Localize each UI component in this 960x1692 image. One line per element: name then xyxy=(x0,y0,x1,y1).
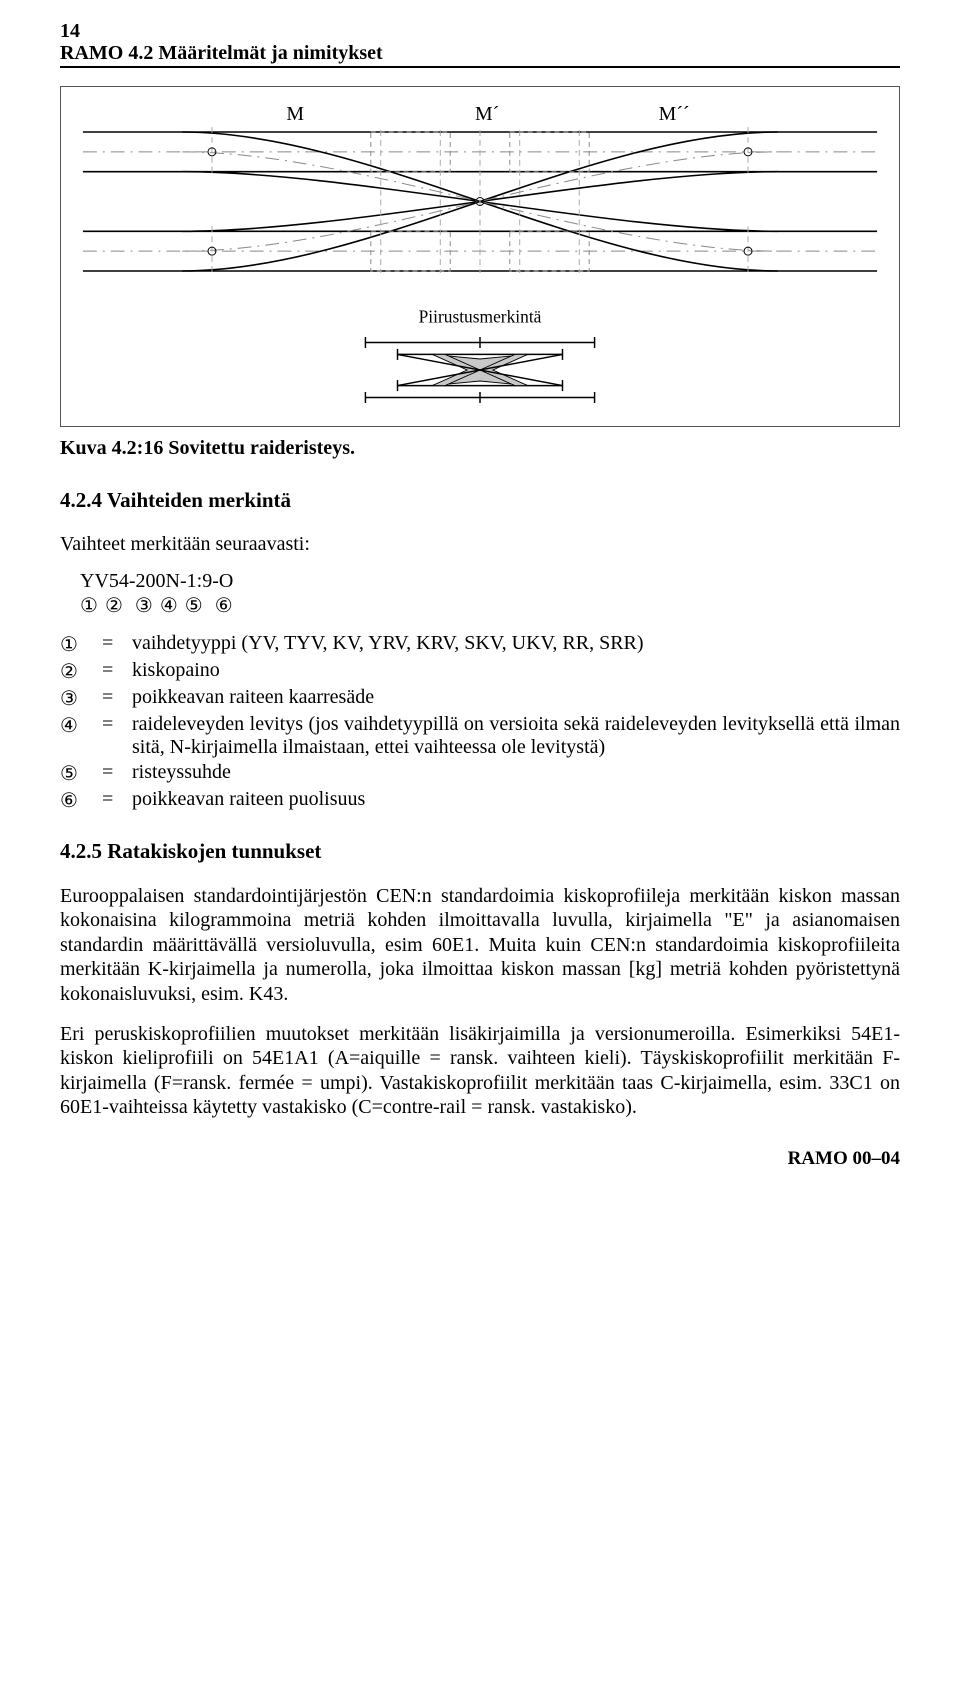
circled-2: ② xyxy=(105,595,123,617)
footer-code: RAMO 00–04 xyxy=(60,1148,900,1170)
def-sym-4: ④ xyxy=(60,713,98,759)
page-header: 14 RAMO 4.2 Määritelmät ja nimitykset xyxy=(60,20,900,68)
label-mpp: M´´ xyxy=(659,103,690,125)
lead-line: Vaihteet merkitään seuraavasti: xyxy=(60,533,900,556)
def-sym-1: ① xyxy=(60,632,98,657)
yv-code: YV54-200N-1:9-O xyxy=(80,570,900,593)
piirustus-label: Piirustusmerkintä xyxy=(419,306,542,326)
def-sym-2: ② xyxy=(60,659,98,684)
def-eq: = xyxy=(102,761,128,786)
piirustus-symbol: Piirustusmerkintä xyxy=(73,304,887,414)
header-title: RAMO 4.2 Määritelmät ja nimitykset xyxy=(60,42,900,64)
def-txt-4: raideleveyden levitys (jos vaihdetyypill… xyxy=(132,713,900,759)
circled-1: ① xyxy=(80,595,98,617)
page-number: 14 xyxy=(60,20,900,42)
def-txt-5: risteyssuhde xyxy=(132,761,900,786)
circled-4: ④ xyxy=(160,595,178,617)
para-1: Eurooppalaisen standardointijärjestön CE… xyxy=(60,884,900,1006)
def-eq: = xyxy=(102,659,128,684)
subheading-425: 4.2.5 Ratakiskojen tunnukset xyxy=(60,839,900,864)
def-txt-6: poikkeavan raiteen puolisuus xyxy=(132,788,900,813)
def-sym-6: ⑥ xyxy=(60,788,98,813)
def-txt-1: vaihdetyyppi (YV, TYV, KV, YRV, KRV, SKV… xyxy=(132,632,900,657)
definitions-list: ① = vaihdetyyppi (YV, TYV, KV, YRV, KRV,… xyxy=(60,632,900,813)
subheading-424: 4.2.4 Vaihteiden merkintä xyxy=(60,488,900,513)
def-txt-3: poikkeavan raiteen kaarresäde xyxy=(132,686,900,711)
circled-3: ③ xyxy=(135,595,153,617)
label-mp: M´ xyxy=(475,103,499,125)
crossover-diagram: M M´ M´´ xyxy=(73,99,887,304)
def-eq: = xyxy=(102,686,128,711)
def-txt-2: kiskopaino xyxy=(132,659,900,684)
def-eq: = xyxy=(102,632,128,657)
def-eq: = xyxy=(102,788,128,813)
circled-5: ⑤ xyxy=(185,595,203,617)
def-sym-5: ⑤ xyxy=(60,761,98,786)
def-eq: = xyxy=(102,713,128,759)
figure-caption: Kuva 4.2:16 Sovitettu raideristeys. xyxy=(60,437,900,460)
circled-6: ⑥ xyxy=(215,595,233,617)
figure-frame: M M´ M´´ Piirustusmerkintä xyxy=(60,86,900,427)
circled-row: ① ② ③ ④ ⑤ ⑥ xyxy=(80,593,900,618)
para-2: Eri peruskiskoprofiilien muutokset merki… xyxy=(60,1022,900,1120)
def-sym-3: ③ xyxy=(60,686,98,711)
label-m: M xyxy=(286,103,304,125)
